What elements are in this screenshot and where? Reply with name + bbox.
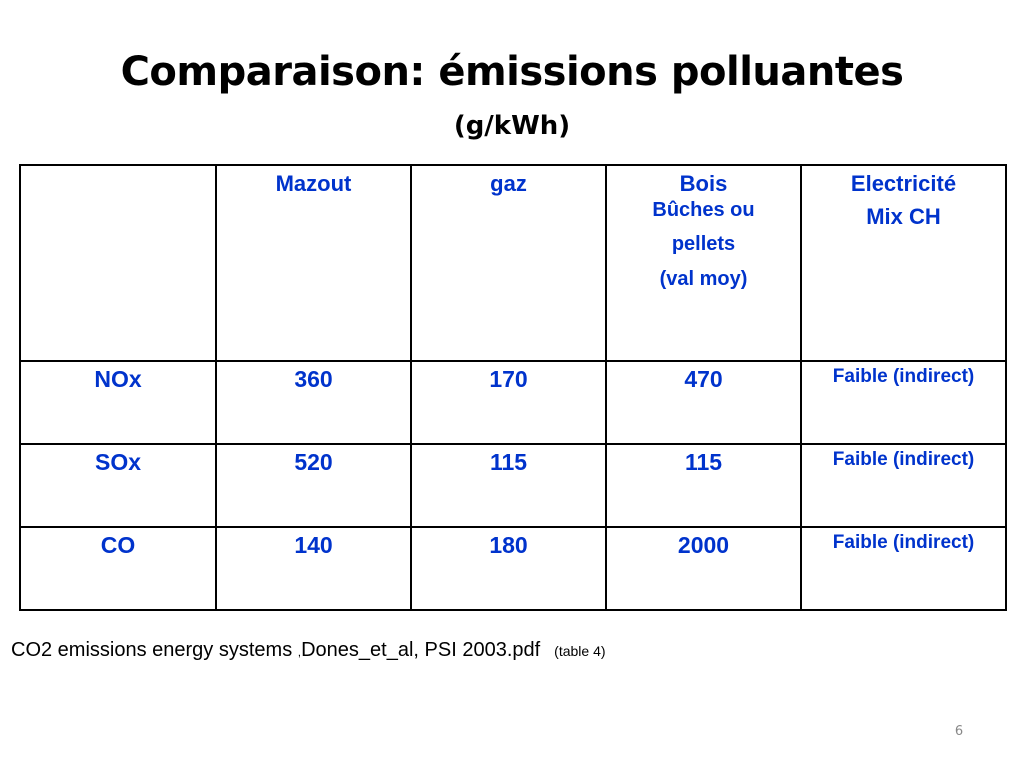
emissions-table: Mazout gaz Bois Bûches ou pellets (val m… (19, 164, 1007, 611)
cell-value: 520 (294, 449, 333, 475)
cell-value: Faible (indirect) (832, 532, 975, 553)
row-label: NOx (94, 366, 142, 392)
row-label-cell: NOx (19, 360, 217, 445)
row-label-cell: CO (19, 526, 217, 611)
slide-title: Comparaison: émissions polluantes (120, 49, 904, 95)
table-cell: 520 (215, 443, 412, 528)
table-cell: 115 (605, 443, 802, 528)
table-cell: 170 (410, 360, 607, 445)
header-sub-label: (val moy) (659, 268, 748, 290)
table-header-row: Mazout gaz Bois Bûches ou pellets (val m… (19, 164, 1007, 362)
header-cell-mazout: Mazout (215, 164, 412, 362)
source-comma: , (297, 645, 302, 659)
table-row: SOx 520 115 115 Faible (indirect) (19, 443, 1007, 528)
table-cell: 470 (605, 360, 802, 445)
cell-value: 360 (294, 366, 333, 392)
cell-value: Faible (indirect) (832, 366, 975, 387)
header-cell-bois: Bois Bûches ou pellets (val moy) (605, 164, 802, 362)
cell-value: 170 (489, 366, 528, 392)
table-cell: 360 (215, 360, 412, 445)
cell-value: 115 (489, 449, 528, 475)
header-label: Mazout (275, 171, 352, 196)
cell-value: 180 (489, 532, 528, 558)
table-cell: Faible (indirect) (800, 526, 1007, 611)
table-cell: Faible (indirect) (800, 360, 1007, 445)
header-sub-label: Mix CH (866, 204, 941, 229)
header-cell-gaz: gaz (410, 164, 607, 362)
page-number: 6 (954, 724, 964, 739)
row-label: SOx (94, 449, 142, 475)
header-label: Electricité (850, 171, 957, 196)
row-label: CO (100, 532, 136, 558)
table-cell: 140 (215, 526, 412, 611)
header-sub-label: Bûches ou (652, 199, 755, 221)
source-filename: Dones_et_al, PSI 2003.pdf (301, 639, 541, 661)
table-cell: Faible (indirect) (800, 443, 1007, 528)
source-table-ref: (table 4) (554, 643, 606, 659)
table-cell: 180 (410, 526, 607, 611)
table-cell: 115 (410, 443, 607, 528)
header-label: Bois (679, 171, 728, 196)
source-text: CO2 emissions energy systems (11, 639, 298, 661)
row-label-cell: SOx (19, 443, 217, 528)
cell-value: 115 (684, 449, 723, 475)
source-citation: CO2 emissions energy systems ,Dones_et_a… (11, 637, 606, 665)
cell-value: 2000 (677, 532, 730, 558)
header-label: gaz (490, 171, 527, 196)
table-row: NOx 360 170 470 Faible (indirect) (19, 360, 1007, 445)
cell-value: 470 (684, 366, 723, 392)
cell-value: Faible (indirect) (832, 449, 975, 470)
cell-value: 140 (294, 532, 333, 558)
slide-subtitle: (g/kWh) (453, 111, 571, 141)
table-row: CO 140 180 2000 Faible (indirect) (19, 526, 1007, 611)
header-corner-cell (19, 164, 217, 362)
header-sub-label: pellets (671, 233, 736, 255)
header-cell-electricite: Electricité Mix CH (800, 164, 1007, 362)
table-cell: 2000 (605, 526, 802, 611)
